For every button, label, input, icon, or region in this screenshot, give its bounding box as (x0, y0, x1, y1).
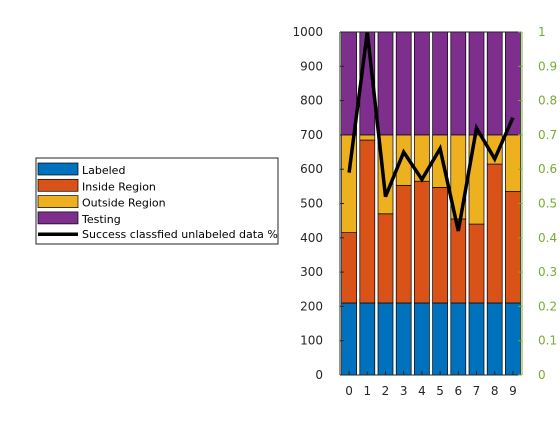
x-tick-label: 5 (436, 384, 444, 398)
bar-outside-region-0 (341, 134, 357, 234)
y-right-tick-label: 0.9 (538, 59, 557, 73)
legend-swatch-outside-region (37, 195, 79, 208)
bar-labeled-0 (341, 302, 357, 376)
bar-inside-region-4 (414, 180, 430, 304)
bar-labeled-2 (377, 302, 394, 376)
legend-swatch-testing (37, 211, 79, 225)
y-right-tick-label: 0.5 (538, 197, 557, 211)
bar-testing-3 (395, 31, 412, 136)
x-tick-label: 4 (418, 384, 426, 398)
bar-labeled-3 (395, 302, 412, 376)
y-right-tick-label: 1 (538, 25, 546, 39)
legend-swatch-labeled (37, 162, 79, 176)
legend-label: Inside Region (82, 180, 156, 193)
y-left-tick-label: 700 (300, 128, 323, 142)
y-right-tick-label: 0.2 (538, 299, 557, 313)
x-tick-label: 7 (473, 384, 481, 398)
bar-testing-6 (450, 31, 467, 136)
y-right-tick-label: 0.8 (538, 94, 557, 108)
bar-labeled-4 (414, 302, 430, 376)
bar-testing-5 (432, 31, 448, 136)
y-left-tick-label: 500 (300, 197, 323, 211)
bar-outside-region-1 (359, 134, 376, 141)
bar-labeled-1 (359, 302, 376, 376)
y-right-tick-label: 0.6 (538, 162, 557, 176)
y-right-tick-label: 0.4 (538, 231, 557, 245)
success-rate-line (347, 31, 515, 232)
bar-inside-region-5 (432, 187, 448, 304)
y-right-tick-label: 0.7 (538, 128, 557, 142)
bar-labeled-6 (450, 302, 467, 376)
y-left-tick-label: 600 (300, 162, 323, 176)
legend-label: Labeled (82, 164, 125, 177)
x-tick-label: 0 (345, 384, 353, 398)
y-left-tick-label: 300 (300, 265, 323, 279)
x-tick-label: 6 (454, 384, 462, 398)
y-left-tick-label: 800 (300, 94, 323, 108)
bar-inside-region-1 (359, 139, 376, 304)
bar-inside-region-2 (377, 213, 394, 304)
bar-testing-4 (414, 31, 430, 136)
bar-inside-region-9 (505, 191, 521, 304)
bar-labeled-9 (505, 302, 521, 376)
y-left-tick-label: 1000 (292, 25, 323, 39)
bar-labeled-8 (486, 302, 503, 376)
bar-inside-region-7 (468, 223, 485, 304)
x-tick-label: 1 (363, 384, 371, 398)
y-right-tick-label: 0 (538, 368, 546, 382)
bar-inside-region-0 (341, 232, 357, 304)
y-left-tick-label: 400 (300, 231, 323, 245)
bar-inside-region-3 (395, 184, 412, 304)
bar-labeled-5 (432, 302, 448, 376)
bar-inside-region-8 (486, 163, 503, 304)
y-left-tick-label: 900 (300, 59, 323, 73)
legend-swatch-inside-region (37, 178, 79, 192)
y-left-tick-label: 100 (300, 334, 323, 348)
bar-testing-8 (486, 31, 503, 136)
bar-labeled-7 (468, 302, 485, 376)
y-right-tick-label: 0.3 (538, 265, 557, 279)
legend-label: Testing (81, 213, 121, 226)
bar-testing-2 (377, 31, 394, 136)
y-right-tick-label: 0.1 (538, 334, 557, 348)
legend-label: Outside Region (82, 197, 166, 210)
x-tick-label: 3 (400, 384, 408, 398)
legend-label: Success classfied unlabeled data % (82, 228, 278, 241)
x-tick-label: 8 (491, 384, 499, 398)
y-left-tick-label: 200 (300, 299, 323, 313)
bar-testing-7 (468, 31, 485, 136)
x-tick-label: 2 (382, 384, 390, 398)
bar-inside-region-6 (450, 218, 467, 304)
y-left-tick-label: 0 (315, 368, 323, 382)
bar-outside-region-9 (505, 134, 521, 192)
x-tick-label: 9 (509, 384, 517, 398)
